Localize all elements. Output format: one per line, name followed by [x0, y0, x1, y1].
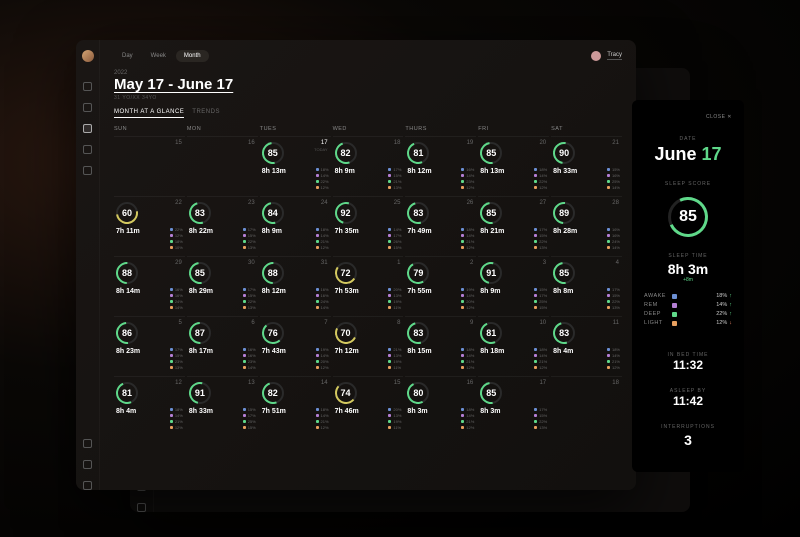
calendar-cell[interactable]: 12818h 4m18%14%21%12%: [114, 376, 185, 434]
calendar-cell[interactable]: 5868h 23m17%15%23%13%: [114, 316, 185, 374]
calendar-cell[interactable]: 1727h 53m20%13%19%11%: [333, 256, 404, 314]
interruptions-label: INTERRUPTIONS: [644, 424, 732, 430]
calendar-cell[interactable]: 16808h 3m18%14%21%12%: [405, 376, 476, 434]
stage-legend: AWAKE18%↑REM14%↑DEEP22%↑LIGHT12%↓: [644, 293, 732, 326]
score-ring: 85: [668, 197, 708, 237]
calendar-cell[interactable]: 24848h 9m18%14%21%12%: [260, 196, 331, 254]
content-tabs: MONTH AT A GLANCE TRENDS: [114, 109, 622, 118]
day-header: SAT: [551, 124, 622, 134]
calendar-cell[interactable]: 26837h 49m18%14%21%12%: [405, 196, 476, 254]
nav-settings-icon[interactable]: [83, 481, 92, 490]
calendar-cell[interactable]: 22607h 11m22%12%18%10%: [114, 196, 185, 254]
logo-icon: [82, 50, 94, 62]
day-header: THURS: [405, 124, 476, 134]
calendar-cell[interactable]: 11838h 4m18%14%21%12%: [551, 316, 622, 374]
day-header: WED: [333, 124, 404, 134]
calendar-cell[interactable]: 29888h 14m16%16%24%14%: [114, 256, 185, 314]
calendar-cell[interactable]: 30858h 29m17%15%22%13%: [187, 256, 258, 314]
main-content: Day Week Month Tracy 2022 May 17 - June …: [100, 40, 636, 490]
nav-icon[interactable]: [83, 145, 92, 154]
calendar-cell[interactable]: 31888h 12m16%16%24%14%: [260, 256, 331, 314]
calendar-cell[interactable]: 15747h 46m20%13%19%11%: [333, 376, 404, 434]
seg-month[interactable]: Month: [176, 50, 209, 62]
nav-home-icon[interactable]: [83, 82, 92, 91]
calendar-cell[interactable]: 20858h 13m18%14%22%12%: [478, 136, 549, 194]
calendar-grid: SUNMONTUESWEDTHURSFRISAT 151617TODAY858h …: [114, 124, 622, 434]
top-bar: Day Week Month Tracy: [114, 50, 622, 62]
calendar-cell[interactable]: 28898h 28m16%16%24%14%: [551, 196, 622, 254]
time-delta: +8m: [683, 277, 693, 283]
nav-icon[interactable]: [83, 103, 92, 112]
close-button[interactable]: CLOSE ✕: [706, 114, 732, 120]
calendar-cell[interactable]: 6878h 17m16%16%23%14%: [187, 316, 258, 374]
calendar-cell[interactable]: 15: [114, 136, 185, 194]
score-label: SLEEP SCORE: [665, 181, 711, 187]
calendar-cell[interactable]: 27858h 21m17%15%22%13%: [478, 196, 549, 254]
calendar-cell[interactable]: 10818h 18m18%14%21%12%: [478, 316, 549, 374]
nav-rail: [76, 40, 100, 490]
main-window: Day Week Month Tracy 2022 May 17 - June …: [76, 40, 636, 490]
user-name[interactable]: Tracy: [607, 52, 622, 60]
calendar-cell[interactable]: 17TODAY858h 13m18%14%22%12%: [260, 136, 331, 194]
nav-warning-icon[interactable]: [83, 460, 92, 469]
calendar-cell[interactable]: 17858h 3m17%15%22%13%: [478, 376, 549, 434]
asleep-value: 11:42: [644, 394, 732, 408]
interruptions-value: 3: [644, 432, 732, 448]
calendar-cell[interactable]: 18: [551, 376, 622, 434]
inbed-value: 11:32: [644, 358, 732, 372]
calendar-cell[interactable]: 18828h 9m17%15%21%13%: [333, 136, 404, 194]
calendar-cell[interactable]: 25927h 35m14%17%26%15%: [333, 196, 404, 254]
calendar-cell[interactable]: 23838h 22m17%15%22%13%: [187, 196, 258, 254]
time-label: SLEEP TIME: [668, 253, 707, 259]
calendar-cell[interactable]: 13918h 33m15%17%25%15%: [187, 376, 258, 434]
date-label: DATE: [680, 136, 697, 142]
avatar[interactable]: [591, 51, 601, 61]
seg-week[interactable]: Week: [143, 50, 174, 62]
nav-bell-icon[interactable]: [83, 166, 92, 175]
tab-glance[interactable]: MONTH AT A GLANCE: [114, 109, 184, 118]
calendar-cell[interactable]: 9838h 15m18%14%21%12%: [405, 316, 476, 374]
seg-day[interactable]: Day: [114, 50, 141, 62]
calendar-cell[interactable]: 21908h 33m15%16%25%14%: [551, 136, 622, 194]
date-range[interactable]: May 17 - June 17: [114, 76, 622, 93]
calendar-cell[interactable]: 2797h 55m19%14%20%12%: [405, 256, 476, 314]
nav-chat-icon[interactable]: [83, 439, 92, 448]
day-header: MON: [187, 124, 258, 134]
calendar-cell[interactable]: 19818h 12m16%14%23%12%: [405, 136, 476, 194]
day-header: FRI: [478, 124, 549, 134]
day-header: TUES: [260, 124, 331, 134]
calendar-cell[interactable]: 3918h 9m15%17%25%15%: [478, 256, 549, 314]
date-subtitle: 31 YO/XX 34YO: [114, 95, 622, 101]
calendar-cell[interactable]: 14827h 51m18%14%21%12%: [260, 376, 331, 434]
calendar-cell[interactable]: 8707h 12m21%13%19%11%: [333, 316, 404, 374]
tab-trends[interactable]: TRENDS: [192, 109, 220, 118]
detail-panel: CLOSE ✕ DATE June 17 SLEEP SCORE 85 SLEE…: [632, 100, 744, 472]
calendar-cell[interactable]: 4858h 8m17%15%22%13%: [551, 256, 622, 314]
nav-settings-icon[interactable]: [137, 503, 146, 512]
nav-calendar-icon[interactable]: [83, 124, 92, 133]
panel-date: June 17: [654, 144, 721, 165]
calendar-cell[interactable]: 7767h 43m19%14%20%12%: [260, 316, 331, 374]
view-segment: Day Week Month: [114, 50, 209, 62]
sleep-time-value: 8h 3m: [668, 261, 708, 277]
calendar-cell[interactable]: 16: [187, 136, 258, 194]
day-header: SUN: [114, 124, 185, 134]
